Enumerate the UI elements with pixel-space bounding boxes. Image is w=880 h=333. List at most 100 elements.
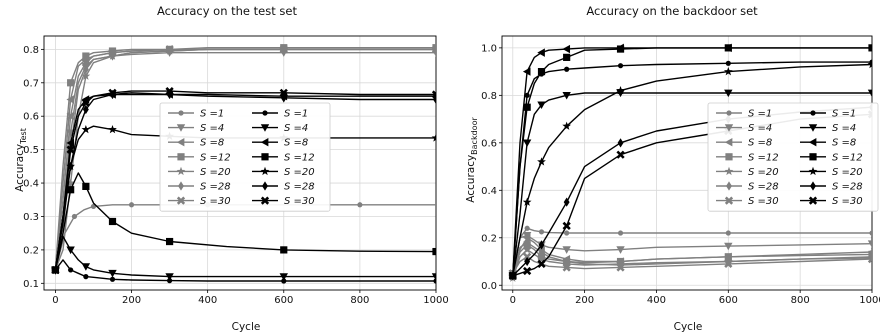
y-tick-label: 0.2 xyxy=(481,233,497,244)
legend-box xyxy=(707,102,879,212)
data-point-x xyxy=(108,88,117,97)
data-point-square xyxy=(868,44,872,52)
data-point-square xyxy=(82,52,90,60)
data-point-star xyxy=(537,254,546,263)
data-point-x xyxy=(165,87,174,96)
x-tick-label: 1000 xyxy=(423,295,448,306)
data-point-circle xyxy=(617,63,624,69)
legend-marker xyxy=(810,181,816,191)
data-point-circle xyxy=(617,230,624,236)
legend-label: S =28 xyxy=(284,182,315,193)
data-point-tri-down xyxy=(616,246,625,254)
legend-marker xyxy=(808,166,818,176)
data-point-diamond xyxy=(538,240,545,250)
data-point-star xyxy=(66,178,76,187)
data-point-x xyxy=(108,48,117,57)
data-point-x xyxy=(431,90,436,99)
legend: S =1 S =4 S =8 S =12 S =20 S =28 S =30 S =1 S =4… xyxy=(707,102,879,212)
x-tick-label: 800 xyxy=(791,295,810,306)
data-point-x xyxy=(724,259,733,269)
data-point-square xyxy=(432,247,436,256)
data-point-circle xyxy=(68,267,74,273)
y-tick-label: 0.8 xyxy=(23,45,39,56)
data-point-x xyxy=(867,255,872,264)
legend-label: S =8 xyxy=(748,138,772,149)
data-point-x xyxy=(508,271,517,280)
x-tick-label: 0 xyxy=(510,295,516,306)
data-point-x xyxy=(66,112,75,121)
data-point-tri-left xyxy=(522,67,531,76)
data-point-square xyxy=(280,246,288,254)
legend-label: S =20 xyxy=(832,167,863,178)
data-point-star xyxy=(867,59,872,69)
data-point-star xyxy=(81,71,91,80)
data-point-star xyxy=(522,197,532,206)
legend-marker xyxy=(808,196,818,205)
data-point-tri-down xyxy=(522,139,532,148)
data-point-x xyxy=(616,150,625,159)
legend-marker xyxy=(260,196,270,205)
legend-label: S =12 xyxy=(200,152,231,163)
data-point-tri-down xyxy=(108,269,117,278)
y-axis-label-sub: Test xyxy=(19,128,28,145)
data-point-tri-down xyxy=(724,242,733,251)
legend-box xyxy=(159,102,331,212)
data-point-square xyxy=(108,217,117,226)
legend-label: S =4 xyxy=(832,123,856,134)
legend-label: S =20 xyxy=(284,167,315,178)
x-tick-label: 400 xyxy=(647,295,666,306)
data-point-diamond xyxy=(82,104,89,115)
x-tick-label: 600 xyxy=(719,295,738,306)
data-point-x xyxy=(431,45,436,54)
legend-marker xyxy=(262,181,268,191)
data-point-circle xyxy=(83,274,89,280)
x-tick-label: 1000 xyxy=(859,295,880,306)
data-point-tri-down xyxy=(81,263,91,271)
legend-marker xyxy=(262,110,268,116)
data-point-x xyxy=(279,88,288,97)
data-point-circle xyxy=(869,230,872,236)
data-point-circle xyxy=(564,230,570,236)
y-axis-label: AccuracyTest xyxy=(14,128,28,192)
legend-label: S =28 xyxy=(200,182,231,193)
legend-label: S =1 xyxy=(200,109,224,120)
y-axis-label-main: Accuracy xyxy=(14,144,26,192)
legend-label: S =8 xyxy=(200,138,224,149)
data-point-tri-left xyxy=(562,44,571,54)
data-point-diamond xyxy=(617,138,624,148)
data-point-square xyxy=(563,53,571,61)
legend-label: S =8 xyxy=(284,138,308,149)
legend-label: S =20 xyxy=(200,167,231,178)
legend-marker xyxy=(178,181,184,191)
y-tick-label: 0.8 xyxy=(481,91,497,102)
data-point-x xyxy=(51,265,60,275)
legend-marker xyxy=(261,153,269,161)
data-point-circle xyxy=(564,66,570,72)
legend-label: S =12 xyxy=(284,152,315,163)
chart-title: Accuracy on the backdoor set xyxy=(586,4,758,18)
y-tick-label: 0.5 xyxy=(23,145,39,156)
data-point-x xyxy=(165,45,174,54)
data-point-star xyxy=(616,86,625,95)
data-point-star xyxy=(537,157,546,166)
data-point-diamond xyxy=(82,64,89,75)
y-tick-label: 0.1 xyxy=(23,279,39,290)
data-point-tri-down xyxy=(562,91,571,100)
data-point-tri-down xyxy=(724,89,733,98)
data-point-star xyxy=(522,245,532,254)
data-point-diamond xyxy=(433,94,436,105)
data-point-circle xyxy=(128,202,135,208)
x-tick-label: 600 xyxy=(274,295,293,306)
data-point-square xyxy=(165,237,174,246)
legend-label: S =4 xyxy=(748,123,772,134)
data-point-star xyxy=(81,124,91,134)
legend-label: S =4 xyxy=(200,123,224,134)
legend-marker xyxy=(260,124,270,132)
legend-label: S =30 xyxy=(748,196,779,207)
data-point-tri-left xyxy=(537,48,545,57)
data-point-tri-left xyxy=(522,233,531,242)
series-line-gray-circle xyxy=(54,204,436,271)
legend-label: S =12 xyxy=(748,152,779,163)
y-tick-label: 0.6 xyxy=(23,112,39,123)
